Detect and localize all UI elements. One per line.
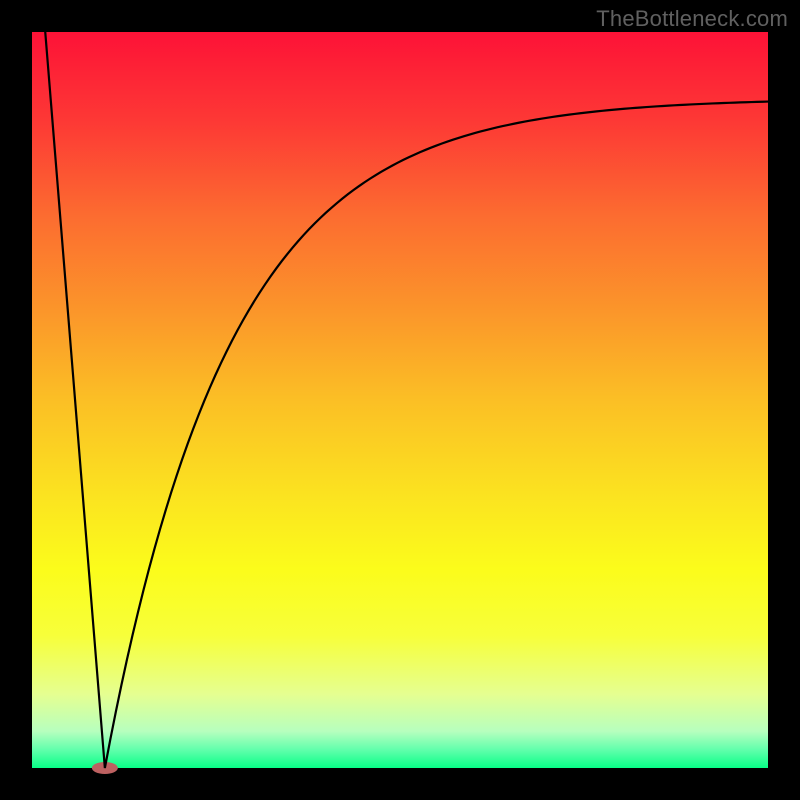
bottleneck-chart [0,0,800,800]
watermark-text: TheBottleneck.com [596,6,788,32]
plot-background [32,32,768,768]
